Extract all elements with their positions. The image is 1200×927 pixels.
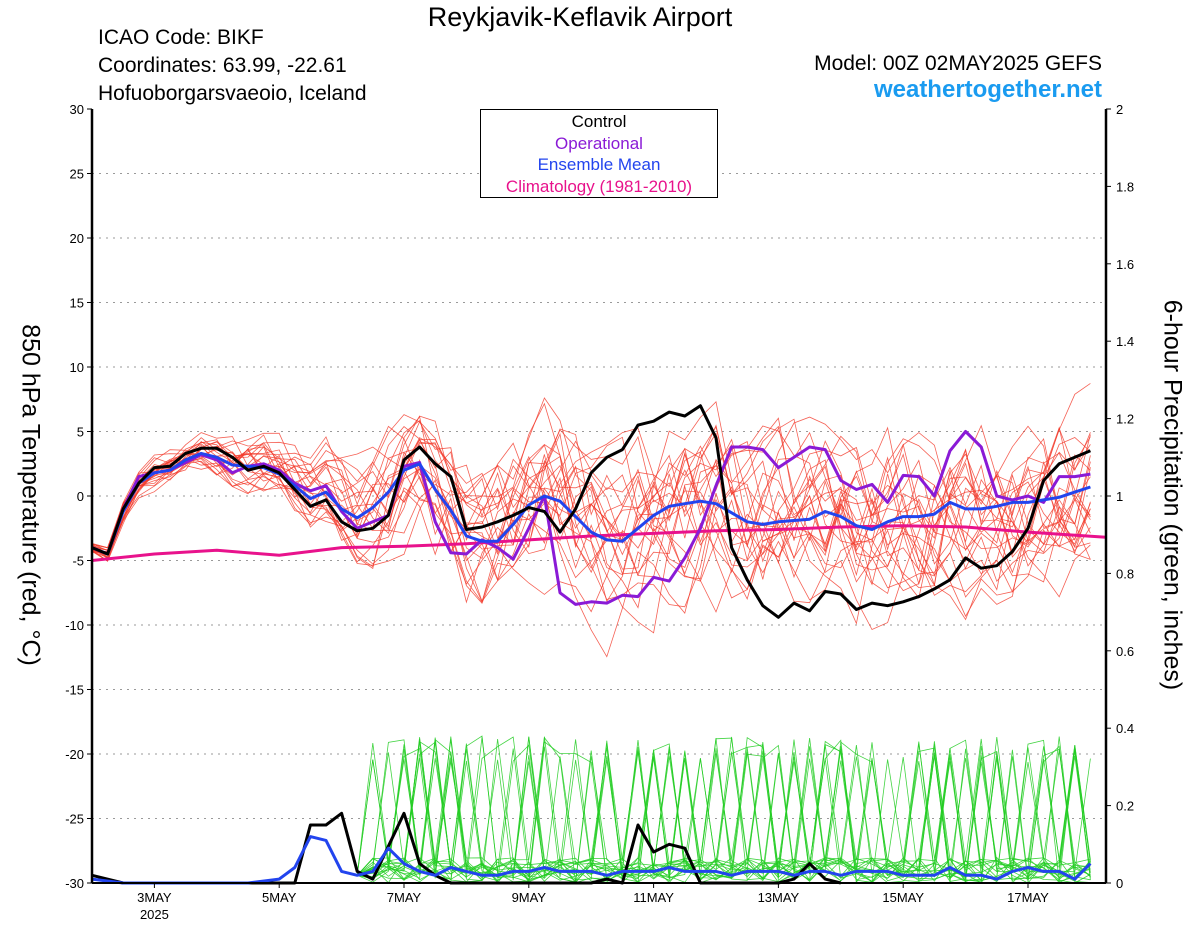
y-axis-label-right: 6-hour Precipitation (green, inches) [1158,299,1187,691]
axes: 302520151050-5-10-15-20-25-3021.81.61.41… [65,102,1134,922]
temperature-member-line [91,431,1091,604]
y-tick-label-right: 0.8 [1116,566,1134,581]
y-tick-label-left: -30 [65,876,84,891]
precip-member-line [91,737,1091,884]
y-tick-label-left: 20 [70,231,84,246]
y-tick-label-right: 0.4 [1116,721,1134,736]
site-link[interactable]: weathertogether.net [873,76,1102,103]
legend-ensemble-mean: Ensemble Mean [537,155,661,174]
legend-control: Control [571,112,627,131]
legend-operational: Operational [555,133,643,153]
precip-member-line [91,735,1091,884]
precip-member-line [91,737,1091,884]
temperature-member-line [91,434,1091,589]
x-tick-label: 5MAY [262,890,297,905]
ensemble-mean-precip-line [91,835,1092,885]
x-tick-label: 15MAY [882,890,924,905]
operational-temperature-line [91,430,1091,606]
y-tick-label-right: 2 [1116,102,1123,117]
precip-member-line [91,737,1091,884]
x-tick-label: 13MAY [758,890,800,905]
y-tick-label-right: 1 [1116,489,1123,504]
temperature-member-line [91,425,1091,658]
y-tick-label-right: 0 [1116,876,1123,891]
control-temperature-line [91,404,1091,619]
y-tick-label-right: 1.8 [1116,179,1134,194]
y-tick-label-left: 10 [70,360,84,375]
precip-member-line [91,737,1091,884]
temperature-member-line [91,397,1091,609]
temperature-member-line [91,415,1091,599]
x-tick-label: 7MAY [387,890,422,905]
y-tick-label-left: -15 [65,683,84,698]
y-axis-label-left: 850 hPa Temperature (red, °C) [16,324,45,666]
temperature-member-line [91,432,1091,618]
temperature-member-line [91,402,1091,575]
x-tick-label: 17MAY [1007,890,1049,905]
grid-lines [92,173,1106,819]
location-name: Hofuoborgarsvaeoio, Iceland [98,82,367,105]
y-tick-label-right: 1.2 [1116,412,1134,427]
precip-member-line [91,739,1091,884]
icao-code: ICAO Code: BIKF [98,26,264,49]
y-tick-label-right: 0.2 [1116,799,1134,814]
temperature-member-line [91,425,1091,608]
y-tick-label-right: 1.6 [1116,257,1134,272]
model-run: Model: 00Z 02MAY2025 GEFS [814,52,1102,75]
temperature-member-line [91,419,1091,604]
y-tick-label-left: 15 [70,296,84,311]
y-tick-label-left: -25 [65,812,84,827]
x-tick-label: 3MAY [137,890,172,905]
y-tick-label-left: -5 [72,554,84,569]
y-tick-label-left: 5 [77,425,84,440]
precip-member-line [91,738,1091,884]
x-tick-label: 11MAY [633,890,674,905]
x-tick-label: 9MAY [512,890,547,905]
y-tick-label-left: 25 [70,167,84,182]
precip-member-line [91,738,1091,884]
precip-member-line [91,739,1091,884]
legend-climatology: Climatology (1981-2010) [505,176,693,196]
ensemble-members [91,383,1091,884]
y-tick-label-right: 1.4 [1116,334,1134,349]
page-title: Reykjavik-Keflavik Airport [427,2,733,32]
precip-member-line [91,739,1091,884]
y-tick-label-left: 0 [77,489,84,504]
x-tick-sublabel: 2025 [140,907,169,922]
coordinates: Coordinates: 63.99, -22.61 [98,54,347,77]
precip-member-line [91,736,1091,884]
y-tick-label-left: 30 [70,102,84,117]
y-tick-label-right: 0.6 [1116,644,1134,659]
y-tick-label-left: -10 [65,618,84,633]
y-tick-label-left: -20 [65,747,84,762]
climatology-1981-2010-temperature-line [91,524,1107,562]
chart-legend: Control Operational Ensemble Mean Climat… [480,109,718,198]
